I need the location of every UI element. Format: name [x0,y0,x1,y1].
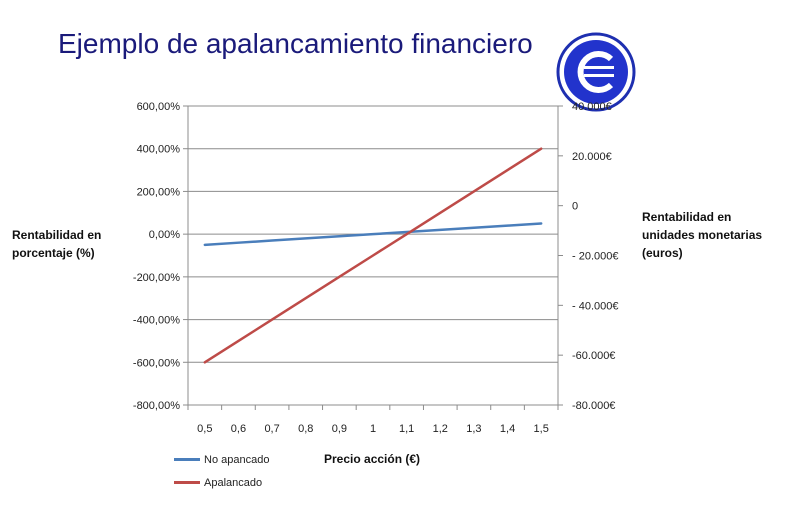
y-right-tick-label: -60.000€ [572,350,615,362]
y-axis-right-label: Rentabilidad en unidades monetarias (eur… [642,208,762,262]
x-tick-label: 1,3 [466,423,481,435]
legend-label: Apalancado [204,476,263,489]
y-axis-left-label: Rentabilidad en porcentaje (%) [12,226,101,262]
x-tick-label: 1,5 [534,423,549,435]
legend-item-apalancado: Apalancado [174,471,269,494]
page-title: Ejemplo de apalancamiento financiero [58,28,533,59]
y-right-tick-label: 40.000€ [572,101,612,113]
x-tick-label: 1 [370,423,376,435]
legend: No apancado Apalancado [174,448,269,494]
y-axis-right-label-line: Rentabilidad en [642,210,732,224]
x-tick-label: 1,4 [500,423,515,435]
y-left-tick-label: -400,00% [133,315,180,327]
legend-swatch [174,481,200,484]
y-left-tick-label: -600,00% [133,357,180,369]
x-tick-label: 1,2 [433,423,448,435]
y-right-tick-label: -80.000€ [572,400,615,412]
y-right-tick-label: 0 [572,201,578,213]
y-left-tick-label: 0,00% [149,229,180,241]
y-left-tick-label: 600,00% [137,101,181,113]
x-tick-label: 0,6 [231,423,246,435]
y-left-tick-label: 200,00% [137,186,181,198]
y-right-tick-label: - 20.000€ [572,251,618,263]
y-axis-left-label-line: porcentaje (%) [12,246,95,260]
y-right-tick-label: 20.000€ [572,151,612,163]
x-tick-label: 0,7 [264,423,279,435]
legend-label: No apancado [204,453,270,466]
series-line-apalancado [203,147,543,364]
euro-circle-logo-icon [556,32,636,112]
y-left-tick-label: -800,00% [133,400,180,412]
y-axis-right-label-line: (euros) [642,246,683,260]
y-left-tick-label: 400,00% [137,144,181,156]
x-tick-label: 0,9 [332,423,347,435]
series-line-no-apalancado [203,222,543,247]
legend-item-no-apalancado: No apancado [174,448,269,471]
x-axis-label: Precio acción (€) [324,452,421,466]
y-right-tick-label: - 40.000€ [572,300,618,312]
x-tick-label: 0,8 [298,423,313,435]
x-tick-label: 1,1 [399,423,414,435]
y-left-tick-label: -200,00% [133,272,180,284]
y-axis-right-label-line: unidades monetarias [642,228,763,242]
y-axis-left-label-line: Rentabilidad en [12,228,102,242]
x-tick-label: 0,5 [197,423,212,435]
legend-swatch [174,458,200,461]
